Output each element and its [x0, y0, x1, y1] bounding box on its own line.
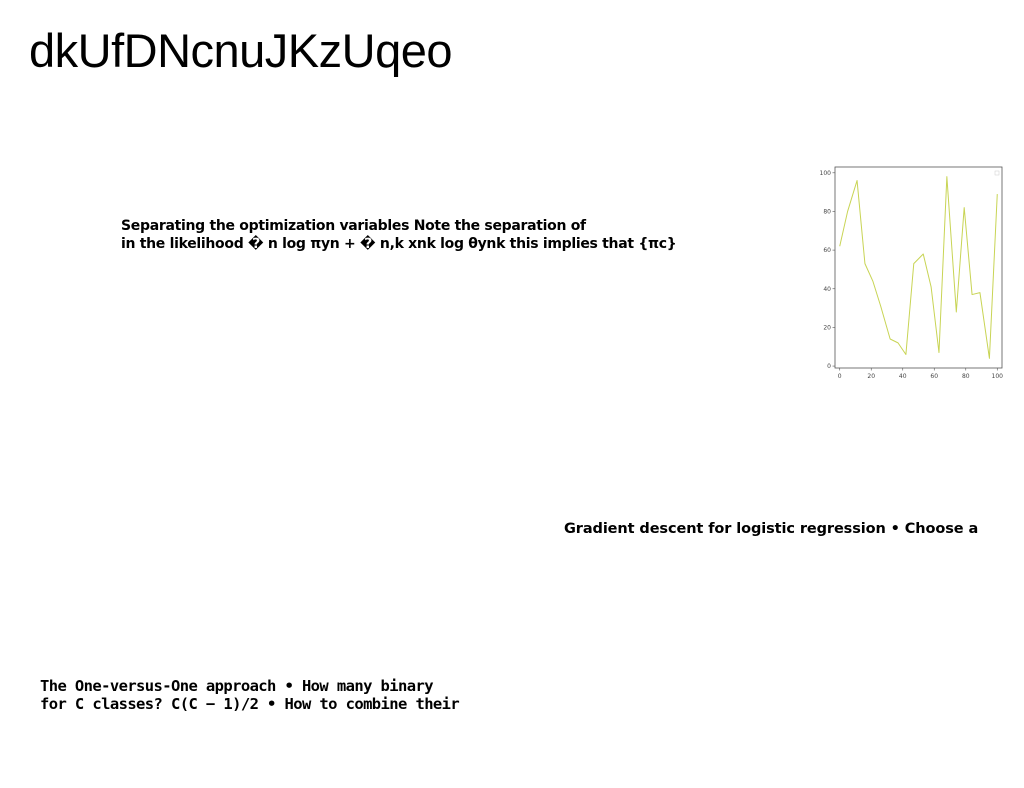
y-tick-label: 60: [823, 247, 831, 254]
y-tick-label: 40: [823, 286, 831, 293]
text-line: Separating the optimization variables No…: [121, 218, 586, 234]
text-block-one-versus-one: The One-versus-One approach • How many b…: [40, 677, 460, 713]
text-block-optimization: Separating the optimization variables No…: [121, 217, 677, 253]
y-tick-label: 80: [823, 208, 831, 215]
text-block-gradient-descent: Gradient descent for logistic regression…: [564, 520, 978, 538]
y-tick-label: 20: [823, 324, 831, 331]
x-tick-label: 80: [962, 373, 970, 380]
legend-box: [994, 170, 1000, 176]
text-line: in the likelihood � n log πyn + � n,k xn…: [121, 236, 677, 252]
y-tick-label: 100: [820, 170, 831, 177]
x-tick-label: 20: [867, 373, 875, 380]
series-line: [839, 176, 998, 359]
text-line: The One-versus-One approach • How many b…: [40, 677, 434, 695]
x-tick-label: 100: [992, 373, 1004, 380]
x-tick-label: 0: [838, 373, 842, 380]
x-tick-label: 40: [899, 373, 907, 380]
line-chart-svg: 0 20 40 60 80 100 0 20 40 60 80 100: [820, 166, 1004, 380]
line-chart: 0 20 40 60 80 100 0 20 40 60 80 100: [820, 163, 1010, 383]
plot-frame: [834, 166, 1003, 369]
text-line: Gradient descent for logistic regression…: [564, 521, 979, 537]
x-tick-label: 60: [930, 373, 938, 380]
text-line: for C classes? C(C − 1)/2 • How to combi…: [40, 695, 460, 713]
y-tick-label: 0: [827, 363, 831, 370]
page-title: dkUfDNcnuJKzUqeo: [29, 24, 453, 77]
